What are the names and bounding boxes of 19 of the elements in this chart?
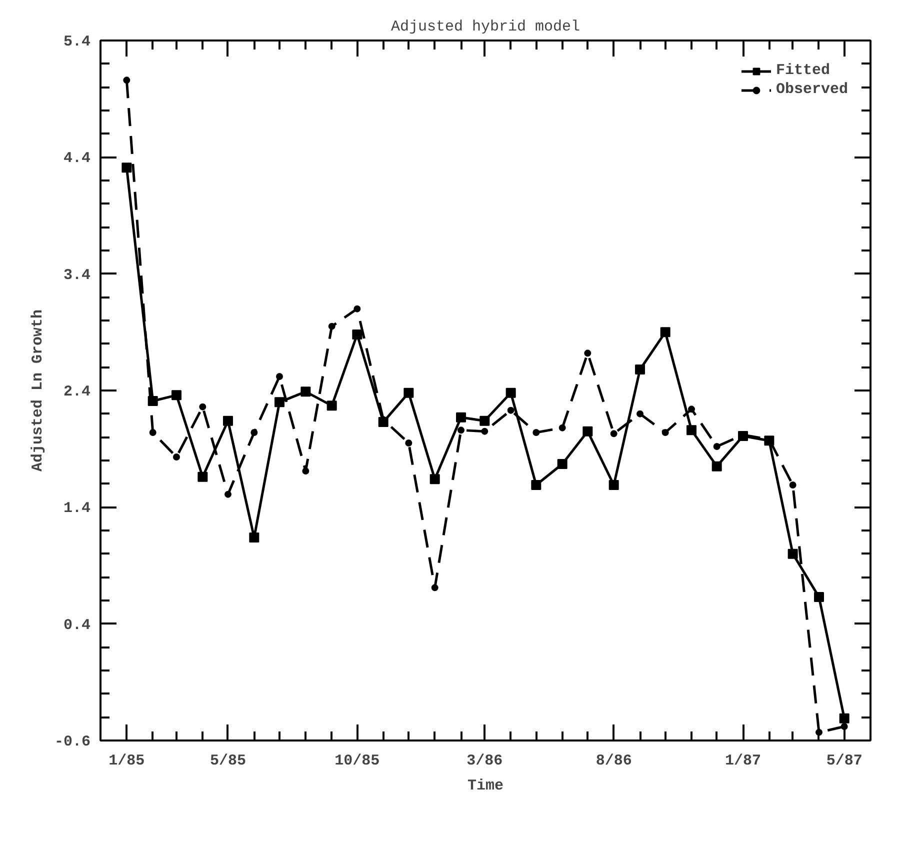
y-axis-title: Adjusted Ln Growth [29,309,46,472]
x-tick-label: 8/86 [596,752,632,770]
chart-title: Adjusted hybrid model [390,18,580,36]
y-tick-label: -0.6 [54,734,91,750]
y-tick-label: 5.4 [63,34,91,50]
x-tick-label: 5/87 [826,752,862,770]
x-tick-label: 1/87 [725,752,762,770]
x-tick-label: 3/86 [466,752,503,770]
y-tick-label: 0.4 [63,616,91,634]
x-tick-label: 1/85 [108,752,145,770]
legend-label: Observed [776,81,848,98]
y-tick-label: 1.4 [63,500,91,518]
x-axis-title: Time [467,778,504,794]
y-tick-label: 3.4 [63,266,91,284]
x-tick-label: 10/85 [334,752,380,770]
legend-label: Fitted [776,62,830,79]
y-tick-label: 2.4 [63,384,91,400]
x-tick-label: 5/85 [210,752,246,770]
y-tick-label: 4.4 [63,150,91,168]
